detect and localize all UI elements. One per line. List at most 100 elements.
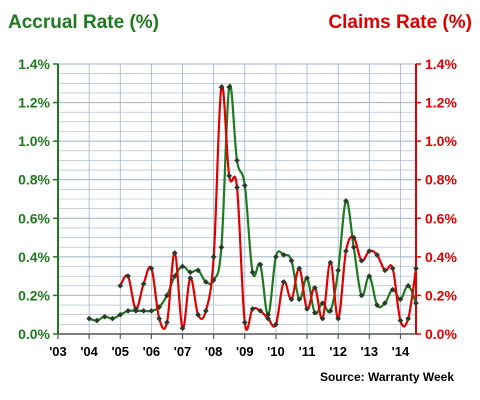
claims-point	[202, 307, 209, 314]
accrual-point	[249, 269, 256, 276]
claims-series	[117, 84, 419, 332]
accrual-point	[272, 253, 279, 260]
claims-point	[179, 325, 186, 332]
claims-point	[265, 315, 272, 322]
accrual-point	[164, 292, 170, 299]
claims-rate-title: Claims Rate (%)	[328, 12, 472, 33]
accrual-point	[171, 273, 178, 280]
claims-point	[125, 273, 131, 280]
left-tick-label: 1.4%	[18, 56, 50, 72]
claims-point	[397, 317, 404, 324]
accrual-point	[93, 317, 100, 324]
accrual-point	[187, 269, 194, 276]
x-tick-label: '08	[205, 344, 223, 359]
claims-point	[156, 315, 163, 322]
x-tick-label: '12	[329, 344, 347, 359]
accrual-series	[86, 83, 419, 324]
claims-point	[304, 305, 310, 312]
accrual-point	[101, 313, 108, 320]
claims-point	[140, 280, 147, 287]
claims-line	[119, 84, 418, 331]
right-tick-label: 0.4%	[425, 249, 457, 265]
x-axis-ticks: '03 '04 '05 '06 '07 '08 '09 '10 '11 '12 '13 '14	[49, 334, 410, 359]
right-axis-ticks: 0.0% 0.2% 0.4% 0.6% 0.8% 1.0% 1.2% 1.4%	[416, 56, 457, 342]
claims-point	[381, 267, 388, 274]
accrual-point	[311, 309, 318, 316]
accrual-point	[288, 257, 295, 264]
claims-point	[195, 311, 202, 318]
claims-point	[171, 250, 178, 256]
claims-point	[272, 321, 279, 328]
left-tick-label: 1.0%	[18, 133, 50, 149]
series-layer	[86, 83, 419, 332]
x-tick-label: '04	[80, 344, 98, 359]
right-tick-label: 1.0%	[425, 133, 457, 149]
accrual-point	[374, 302, 381, 309]
claims-point	[187, 275, 194, 282]
claims-point	[350, 234, 357, 241]
x-tick-label: '06	[143, 344, 161, 359]
accrual-point	[226, 84, 233, 91]
accrual-point	[125, 307, 131, 314]
accrual-point	[343, 197, 349, 204]
right-tick-label: 0.6%	[425, 210, 457, 226]
claims-point	[389, 265, 396, 272]
claims-point	[210, 253, 217, 260]
left-axis-ticks: 0.0% 0.2% 0.4% 0.6% 0.8% 1.0% 1.2% 1.4%	[18, 56, 58, 342]
accrual-point	[202, 278, 209, 285]
x-tick-label: '11	[299, 344, 316, 359]
claims-point	[132, 305, 139, 312]
accrual-point	[335, 267, 342, 274]
accrual-rate-title: Accrual Rate (%)	[8, 12, 159, 33]
accrual-point	[366, 273, 373, 280]
claims-point	[117, 282, 124, 289]
accrual-point	[358, 292, 365, 299]
left-tick-label: 1.2%	[18, 95, 50, 111]
accrual-point	[117, 311, 124, 318]
accrual-point	[280, 251, 287, 258]
x-tick-label: '14	[392, 344, 410, 359]
claims-point	[343, 248, 349, 255]
left-tick-label: 0.0%	[18, 326, 50, 342]
accrual-point	[397, 296, 404, 303]
accrual-point	[327, 307, 334, 314]
left-tick-label: 0.8%	[18, 172, 50, 188]
claims-point	[164, 319, 170, 326]
accrual-point	[413, 300, 419, 307]
right-tick-label: 1.2%	[425, 95, 457, 111]
claims-point	[249, 305, 256, 312]
claims-point	[335, 315, 342, 322]
accrual-point	[381, 300, 388, 307]
accrual-point	[234, 157, 240, 164]
accrual-point	[148, 307, 155, 314]
right-tick-label: 0.2%	[425, 287, 457, 303]
claims-point	[311, 284, 318, 291]
claims-point	[241, 319, 248, 326]
right-tick-label: 0.0%	[425, 326, 457, 342]
left-tick-label: 0.4%	[18, 249, 50, 265]
axes	[57, 64, 417, 335]
x-tick-label: '10	[267, 344, 285, 359]
accrual-point	[304, 275, 310, 282]
left-tick-label: 0.6%	[18, 210, 50, 226]
source-note: Source: Warranty Week	[319, 370, 454, 384]
x-tick-label: '09	[236, 344, 254, 359]
claims-point	[257, 307, 264, 314]
right-tick-label: 1.4%	[425, 56, 457, 72]
left-tick-label: 0.2%	[18, 287, 50, 303]
accrual-point	[218, 244, 225, 251]
right-tick-label: 0.8%	[425, 172, 457, 188]
claims-point	[366, 248, 373, 255]
claims-point	[413, 265, 419, 272]
x-tick-label: '03	[49, 344, 67, 359]
accrual-point	[257, 261, 264, 268]
claims-point	[374, 251, 381, 258]
x-tick-label: '05	[111, 344, 129, 359]
claims-point	[280, 278, 287, 285]
claims-point	[234, 184, 240, 191]
accrual-point	[195, 267, 202, 274]
claims-point	[358, 257, 365, 264]
accrual-point	[86, 315, 93, 322]
accrual-point	[179, 263, 186, 270]
